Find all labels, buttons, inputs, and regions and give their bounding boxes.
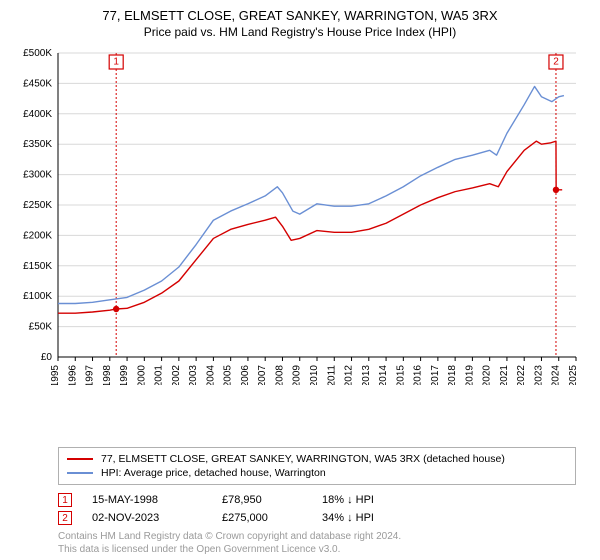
datapoint-date: 02-NOV-2023: [92, 512, 202, 524]
legend-label: HPI: Average price, detached house, Warr…: [101, 467, 326, 479]
svg-text:2023: 2023: [533, 365, 544, 385]
svg-text:2001: 2001: [154, 365, 165, 385]
legend: 77, ELMSETT CLOSE, GREAT SANKEY, WARRING…: [58, 447, 576, 485]
chart-subtitle: Price paid vs. HM Land Registry's House …: [10, 25, 590, 39]
datapoint-price: £275,000: [222, 512, 302, 524]
svg-text:2009: 2009: [292, 365, 303, 385]
datapoint-marker: 2: [58, 511, 72, 525]
legend-label: 77, ELMSETT CLOSE, GREAT SANKEY, WARRING…: [101, 453, 505, 465]
datapoint-price: £78,950: [222, 494, 302, 506]
legend-item: 77, ELMSETT CLOSE, GREAT SANKEY, WARRING…: [67, 452, 567, 466]
svg-text:2019: 2019: [464, 365, 475, 385]
legend-item: HPI: Average price, detached house, Warr…: [67, 466, 567, 480]
svg-text:1995: 1995: [50, 365, 61, 385]
svg-text:2020: 2020: [482, 365, 493, 385]
svg-text:£400K: £400K: [23, 109, 52, 120]
datapoint-delta: 34% ↓ HPI: [322, 512, 432, 524]
datapoint-marker: 1: [58, 493, 72, 507]
svg-text:2014: 2014: [378, 365, 389, 385]
svg-text:2017: 2017: [430, 365, 441, 385]
footer-line-2: This data is licensed under the Open Gov…: [58, 544, 576, 557]
svg-text:1997: 1997: [85, 365, 96, 385]
svg-text:1996: 1996: [67, 365, 78, 385]
svg-text:£350K: £350K: [23, 139, 52, 150]
svg-text:2002: 2002: [171, 365, 182, 385]
svg-text:2011: 2011: [326, 365, 337, 385]
legend-swatch: [67, 472, 93, 474]
datapoint-delta: 18% ↓ HPI: [322, 494, 432, 506]
svg-text:2024: 2024: [551, 365, 562, 385]
footer-line-1: Contains HM Land Registry data © Crown c…: [58, 531, 576, 544]
legend-swatch: [67, 458, 93, 460]
svg-text:2021: 2021: [499, 365, 510, 385]
svg-text:1998: 1998: [102, 365, 113, 385]
svg-text:2008: 2008: [274, 365, 285, 385]
svg-text:£250K: £250K: [23, 200, 52, 211]
svg-text:£500K: £500K: [23, 48, 52, 59]
svg-text:£100K: £100K: [23, 291, 52, 302]
svg-text:2010: 2010: [309, 365, 320, 385]
svg-text:2004: 2004: [205, 365, 216, 385]
svg-text:2013: 2013: [361, 365, 372, 385]
svg-text:2016: 2016: [413, 365, 424, 385]
svg-text:2022: 2022: [516, 365, 527, 385]
svg-text:2018: 2018: [447, 365, 458, 385]
svg-text:£450K: £450K: [23, 78, 52, 89]
svg-text:£50K: £50K: [29, 322, 53, 333]
svg-text:2012: 2012: [344, 365, 355, 385]
datapoint-date: 15-MAY-1998: [92, 494, 202, 506]
svg-text:1999: 1999: [119, 365, 130, 385]
chart-area: £0 £50K £100K £150K £200K £250K £300K £350K £400…: [10, 45, 590, 443]
svg-text:2007: 2007: [257, 365, 268, 385]
svg-text:2000: 2000: [136, 365, 147, 385]
svg-text:2005: 2005: [223, 365, 234, 385]
sale-datapoints: 1 15-MAY-1998 £78,950 18% ↓ HPI 2 02-NOV-2023…: [58, 491, 576, 527]
svg-text:2006: 2006: [240, 365, 251, 385]
svg-text:£0: £0: [41, 352, 53, 363]
chart-title-address: 77, ELMSETT CLOSE, GREAT SANKEY, WARRING…: [10, 8, 590, 23]
svg-text:2025: 2025: [568, 365, 579, 385]
attribution-footer: Contains HM Land Registry data © Crown c…: [58, 531, 576, 556]
datapoint-row: 2 02-NOV-2023 £275,000 34% ↓ HPI: [58, 509, 576, 527]
datapoint-row: 1 15-MAY-1998 £78,950 18% ↓ HPI: [58, 491, 576, 509]
svg-text:2003: 2003: [188, 365, 199, 385]
svg-text:2015: 2015: [395, 365, 406, 385]
svg-text:£300K: £300K: [23, 170, 52, 181]
svg-text:£150K: £150K: [23, 261, 52, 272]
svg-text:£200K: £200K: [23, 230, 52, 241]
svg-text:1: 1: [113, 57, 119, 68]
svg-text:2: 2: [553, 57, 559, 68]
line-chart-svg: £0 £50K £100K £150K £200K £250K £300K £350K £400…: [10, 45, 590, 385]
